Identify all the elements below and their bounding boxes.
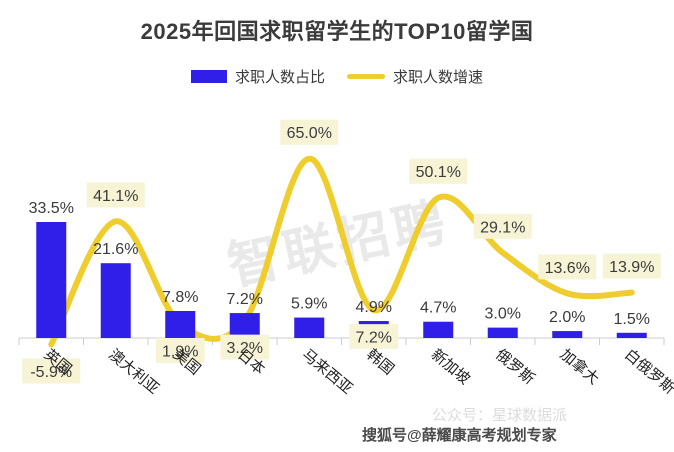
line-label-3: 3.2% bbox=[227, 340, 263, 357]
bar-1 bbox=[100, 263, 131, 338]
line-label-5: 7.2% bbox=[356, 330, 392, 347]
line-label-box-2 bbox=[155, 338, 205, 364]
bar-0 bbox=[36, 222, 67, 338]
bar-6 bbox=[423, 321, 454, 338]
legend-line-swatch-icon bbox=[347, 74, 385, 79]
line-value-labels: -5.9% 41.1% 1.9% 3.2% 65.0% 7.2% 50.1% 29.1% 13.… bbox=[22, 119, 661, 384]
bar-label-5: 4.9% bbox=[356, 299, 392, 316]
legend-bar-label: 求职人数占比 bbox=[234, 69, 325, 86]
bar-label-3: 7.2% bbox=[227, 291, 263, 308]
bar-label-8: 2.0% bbox=[549, 309, 585, 326]
line-label-2: 1.9% bbox=[162, 344, 198, 361]
x-label-5: 韩国 bbox=[363, 346, 397, 378]
line-series-layer bbox=[48, 155, 635, 348]
bar-label-6: 4.7% bbox=[420, 300, 456, 317]
x-label-7: 俄罗斯 bbox=[492, 346, 537, 388]
legend-item-line[interactable]: 求职人数增速 bbox=[347, 66, 483, 87]
line-label-0: -5.9% bbox=[30, 364, 72, 381]
bar-3 bbox=[229, 313, 260, 338]
x-label-4: 马来西亚 bbox=[299, 346, 356, 398]
bar-label-7: 3.0% bbox=[485, 306, 521, 323]
line-label-8: 13.6% bbox=[545, 260, 590, 277]
legend-line-label: 求职人数增速 bbox=[393, 69, 484, 86]
legend-bar-swatch-icon bbox=[190, 70, 227, 83]
bar-2 bbox=[165, 310, 196, 338]
line-label-box-4 bbox=[280, 119, 339, 145]
bar-label-9: 1.5% bbox=[614, 311, 650, 328]
bar-label-4: 5.9% bbox=[291, 296, 327, 313]
bar-8 bbox=[552, 331, 583, 338]
x-label-6: 新加坡 bbox=[428, 346, 473, 388]
bar-label-0: 33.5% bbox=[29, 200, 74, 217]
bar-series-layer bbox=[36, 222, 647, 338]
line-label-box-5 bbox=[349, 324, 399, 350]
line-label-box-8 bbox=[538, 254, 597, 280]
line-label-box-7 bbox=[473, 213, 532, 239]
line-label-box-6 bbox=[409, 158, 468, 184]
x-label-9: 白俄罗斯 bbox=[621, 346, 674, 398]
line-label-box-1 bbox=[86, 182, 145, 208]
bar-4 bbox=[294, 317, 325, 338]
bar-label-2: 7.8% bbox=[162, 289, 198, 306]
bar-value-labels: 33.5% 21.6% 7.8% 7.2% 5.9% 4.9% 4.7% 3.0% 2.0% 1.… bbox=[29, 200, 650, 328]
chart-title: 2025年回国求职留学生的TOP10留学国 bbox=[140, 19, 534, 44]
line-label-1: 41.1% bbox=[93, 188, 138, 205]
line-label-7: 29.1% bbox=[480, 219, 525, 236]
line-label-box-0 bbox=[22, 358, 81, 384]
line-label-box-9 bbox=[602, 253, 661, 279]
x-label-1: 澳大利亚 bbox=[105, 346, 162, 398]
chart-legend: 求职人数占比 求职人数增速 bbox=[0, 66, 674, 87]
x-axis-labels: 英国 澳大利亚 美国 日本 马来西亚 韩国 新加坡 俄罗斯 加拿大 白俄罗斯 bbox=[41, 345, 674, 397]
x-label-8: 加拿大 bbox=[557, 345, 603, 388]
line-label-6: 50.1% bbox=[416, 164, 461, 181]
legend-item-bar[interactable]: 求职人数占比 bbox=[190, 66, 325, 87]
line-label-box-3 bbox=[220, 334, 270, 360]
bar-label-1: 21.6% bbox=[93, 241, 138, 258]
bar-7 bbox=[487, 327, 518, 338]
bar-9 bbox=[616, 332, 647, 338]
line-label-4: 65.0% bbox=[287, 125, 332, 142]
chart-axis bbox=[18, 337, 665, 345]
line-label-9: 13.9% bbox=[609, 259, 654, 276]
